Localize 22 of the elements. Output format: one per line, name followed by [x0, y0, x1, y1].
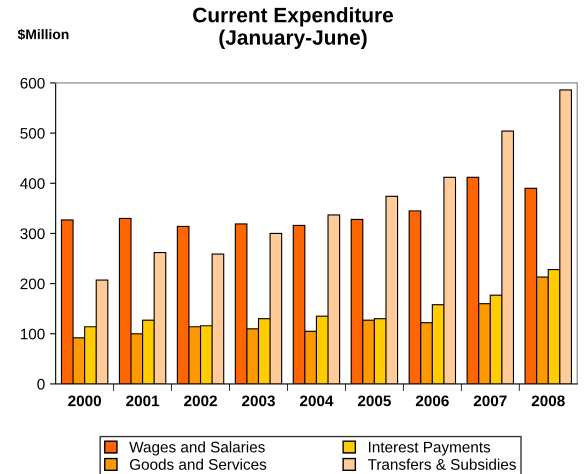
legend-label: Wages and Salaries — [129, 441, 265, 456]
legend-label: Interest Payments — [368, 442, 490, 456]
y-tick-label: 600 — [20, 78, 45, 89]
legend-label: Transfers & Subsidies — [368, 458, 516, 470]
x-tick-label: 2005 — [358, 395, 391, 406]
x-tick-label: 2003 — [242, 395, 275, 406]
y-tick-label: 0 — [37, 378, 45, 390]
x-tick-label: 2004 — [300, 395, 334, 406]
x-tick-label: 2002 — [184, 395, 217, 406]
x-tick-label: 2006 — [416, 395, 449, 406]
y-tick-label: 500 — [20, 128, 45, 139]
y-tick-label: 100 — [20, 328, 45, 340]
y-tick-label: 400 — [20, 178, 45, 189]
x-tick-label: 2008 — [532, 395, 565, 406]
x-tick-label: 2001 — [126, 395, 160, 406]
x-tick-label: 2000 — [68, 395, 102, 406]
chart-title: Current Expenditure (January-June) — [193, 7, 393, 49]
y-axis-title: $Million — [18, 28, 68, 40]
legend-label: Goods and Services — [130, 458, 266, 470]
y-tick-label: 200 — [20, 278, 45, 290]
x-tick-label: 2007 — [474, 395, 507, 406]
y-tick-label: 300 — [20, 228, 45, 240]
